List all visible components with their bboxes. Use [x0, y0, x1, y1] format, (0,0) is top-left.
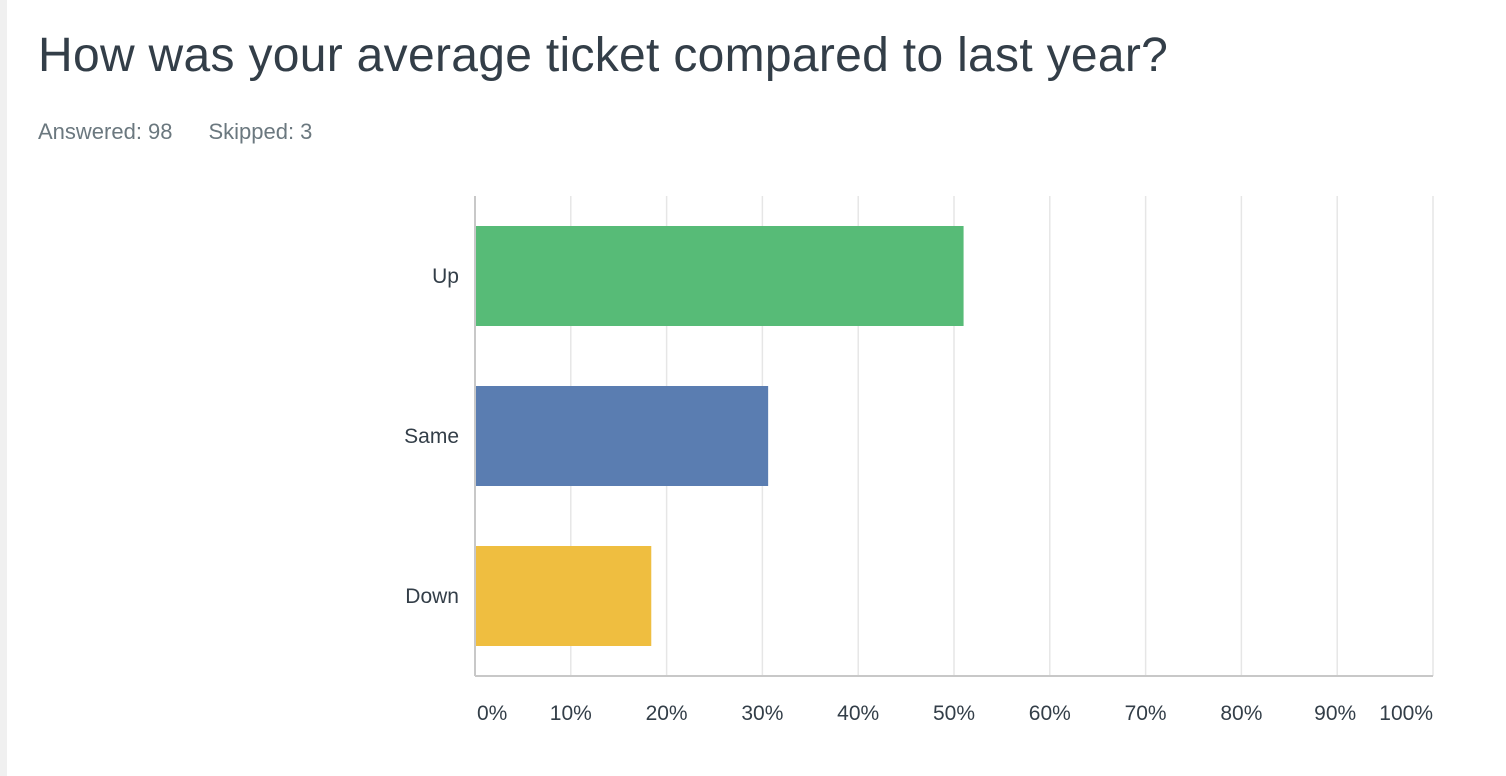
category-label: Up [432, 265, 459, 288]
bar-up[interactable] [475, 226, 964, 326]
chart-bars [475, 226, 964, 646]
category-label: Same [404, 425, 459, 448]
x-tick-label: 70% [1125, 702, 1167, 725]
skipped-label: Skipped: [208, 119, 295, 144]
skipped-count: 3 [300, 119, 313, 144]
x-tick-label: 90% [1314, 702, 1356, 725]
x-tick-label: 40% [837, 702, 879, 725]
answered-label: Answered: [38, 119, 142, 144]
response-stats: Answered: 98 Skipped: 3 [38, 119, 312, 145]
x-tick-label: 0% [477, 702, 507, 725]
x-tick-label: 30% [741, 702, 783, 725]
x-tick-label: 100% [1379, 702, 1433, 725]
chart-axes [474, 196, 1433, 677]
x-tick-label: 60% [1029, 702, 1071, 725]
answered-stat: Answered: 98 [38, 119, 172, 144]
x-tick-label: 50% [933, 702, 975, 725]
left-border [0, 0, 7, 776]
x-tick-label: 20% [646, 702, 688, 725]
chart-labels: 0% 10% 20% 30% 40% 50% 60% 70% 80% 90% 100% Up Same D… [404, 265, 1433, 725]
category-label: Down [405, 585, 459, 608]
answered-count: 98 [147, 119, 173, 144]
skipped-stat: Skipped: 3 [208, 119, 312, 144]
bar-same[interactable] [475, 386, 769, 486]
x-tick-label: 10% [550, 702, 592, 725]
x-tick-label: 80% [1220, 702, 1262, 725]
bar-down[interactable] [475, 546, 652, 646]
question-title: How was your average ticket compared to … [38, 29, 1169, 82]
